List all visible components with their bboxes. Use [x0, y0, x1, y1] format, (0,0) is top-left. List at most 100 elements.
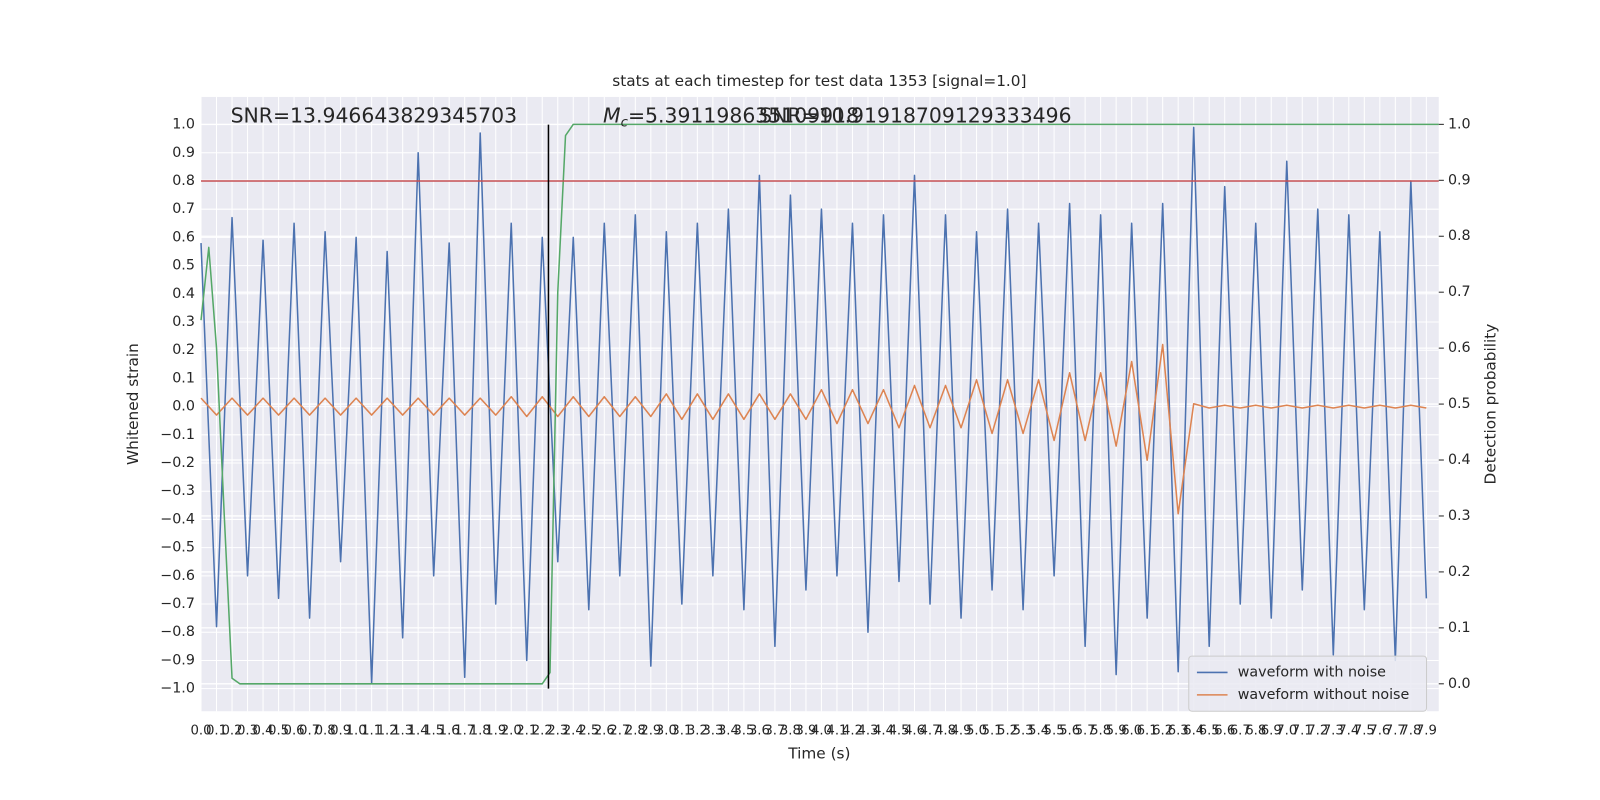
x-tick-label: 6.9 [1261, 724, 1282, 739]
x-tick-label: 1.3 [392, 724, 413, 739]
x-tick-label: 2.0 [501, 724, 522, 739]
series-line [200, 123, 1439, 685]
y2-tick-label: 1.0 [1448, 116, 1471, 132]
x-tick-label: 6.7 [1230, 724, 1251, 739]
y-tick-label: 1.0 [172, 117, 195, 133]
x-tick-label: 0.7 [299, 724, 320, 739]
x-tick-label: 0.8 [315, 724, 336, 739]
labels: stats at each timestep for test data 135… [124, 72, 1499, 762]
x-tick-label: 6.5 [1199, 724, 1220, 739]
x-tick-label: 5.4 [1028, 724, 1049, 739]
legend-label: waveform with noise [1238, 664, 1386, 680]
y2-axis-label: Detection probability [1481, 324, 1499, 485]
x-tick-label: 6.3 [1168, 724, 1189, 739]
annotation-value: =5.391198635109918 [628, 103, 859, 127]
x-tick-label: 6.8 [1245, 724, 1266, 739]
y-tick-label: 0.9 [172, 145, 195, 161]
x-tick-label: 3.7 [764, 724, 785, 739]
x-tick-label: 5.1 [982, 724, 1003, 739]
y2-tick-label: 0.9 [1448, 172, 1471, 188]
x-tick-label: 4.0 [811, 724, 832, 739]
chart-title: stats at each timestep for test data 135… [612, 72, 1026, 90]
series-line [200, 126, 1428, 684]
y-tick-label: −0.5 [160, 540, 195, 556]
series-line [200, 343, 1427, 515]
y-tick-label: −0.6 [160, 568, 195, 584]
x-tick-label: 7.2 [1307, 724, 1328, 739]
y2-tick-label: 0.8 [1448, 228, 1471, 244]
y-tick-label: 0.8 [172, 173, 195, 189]
x-tick-label: 6.2 [1152, 724, 1173, 739]
x-tick-label: 7.5 [1354, 724, 1375, 739]
y-tick-label: 0.6 [172, 229, 195, 245]
x-tick-label: 5.2 [997, 724, 1018, 739]
y2-tick-label: 0.5 [1448, 396, 1471, 412]
x-tick-label: 0.1 [206, 724, 227, 739]
x-tick-label: 3.3 [702, 724, 723, 739]
x-tick-label: 1.7 [454, 724, 475, 739]
figure: waveform with noise waveform without nois… [124, 72, 1499, 762]
x-tick-label: 5.0 [966, 724, 987, 739]
y-tick-label: −0.9 [160, 652, 195, 668]
x-tick-label: 3.0 [656, 724, 677, 739]
x-tick-label: 7.6 [1369, 724, 1390, 739]
legend-box [1188, 655, 1428, 712]
y2-tick-label: 0.3 [1448, 508, 1471, 524]
x-tick-label: 2.8 [625, 724, 646, 739]
x-tick-label: 6.0 [1121, 724, 1142, 739]
x-tick-label: 0.5 [268, 724, 289, 739]
x-tick-label: 2.4 [563, 724, 584, 739]
x-tick-label: 1.2 [377, 724, 398, 739]
x-tick-label: 5.5 [1044, 724, 1065, 739]
y-tick-label: 0.0 [172, 399, 195, 415]
x-tick-label: 1.1 [361, 724, 382, 739]
x-tick-label: 3.5 [733, 724, 754, 739]
y-tick-label: 0.5 [172, 258, 195, 274]
annotation: SNR=10.91918709129333496 [759, 103, 1071, 127]
x-tick-label: 3.6 [749, 724, 770, 739]
x-tick-label: 4.7 [919, 724, 940, 739]
x-axis-label: Time (s) [787, 745, 850, 763]
marks: waveform with noise waveform without nois… [200, 123, 1439, 712]
x-tick-label: 3.8 [780, 724, 801, 739]
x-tick-label: 7.8 [1400, 724, 1421, 739]
x-tick-label: 1.0 [346, 724, 367, 739]
y-tick-label: −0.3 [160, 483, 195, 499]
x-tick-label: 4.2 [842, 724, 863, 739]
x-tick-label: 2.7 [609, 724, 630, 739]
x-tick-label: 3.4 [718, 724, 739, 739]
x-tick-label: 2.9 [640, 724, 661, 739]
y2-tick-label: 0.0 [1448, 676, 1471, 692]
x-tick-label: 1.9 [485, 724, 506, 739]
y-tick-label: −0.8 [160, 624, 195, 640]
y-tick-label: −0.2 [160, 455, 195, 471]
x-tick-label: 7.1 [1292, 724, 1313, 739]
y-tick-label: 0.1 [172, 370, 195, 386]
y2-tick-label: 0.2 [1448, 564, 1471, 580]
x-tick-label: 4.9 [950, 724, 971, 739]
x-tick-label: 1.8 [470, 724, 491, 739]
x-tick-label: 6.4 [1183, 724, 1204, 739]
x-tick-label: 4.8 [935, 724, 956, 739]
y-tick-label: −1.0 [160, 681, 195, 697]
x-tick-label: 1.5 [423, 724, 444, 739]
legend: waveform with noise waveform without nois… [1188, 655, 1428, 712]
x-tick-label: 2.5 [578, 724, 599, 739]
annotation-subscript: c [621, 115, 629, 130]
y-tick-label: −0.7 [160, 596, 195, 612]
x-tick-label: 7.7 [1385, 724, 1406, 739]
x-tick-label: 3.2 [687, 724, 708, 739]
x-tick-label: 1.4 [408, 724, 429, 739]
x-tick-label: 4.4 [873, 724, 894, 739]
x-tick-label: 4.6 [904, 724, 925, 739]
x-tick-label: 2.3 [547, 724, 568, 739]
x-tick-label: 5.6 [1059, 724, 1080, 739]
y-tick-label: 0.2 [172, 342, 195, 358]
x-tick-label: 1.6 [439, 724, 460, 739]
x-tick-label: 7.4 [1338, 724, 1359, 739]
x-tick-label: 4.5 [888, 724, 909, 739]
x-tick-label: 7.0 [1276, 724, 1297, 739]
x-tick-label: 0.9 [330, 724, 351, 739]
annotation: Mc=5.391198635109918 [603, 103, 859, 130]
